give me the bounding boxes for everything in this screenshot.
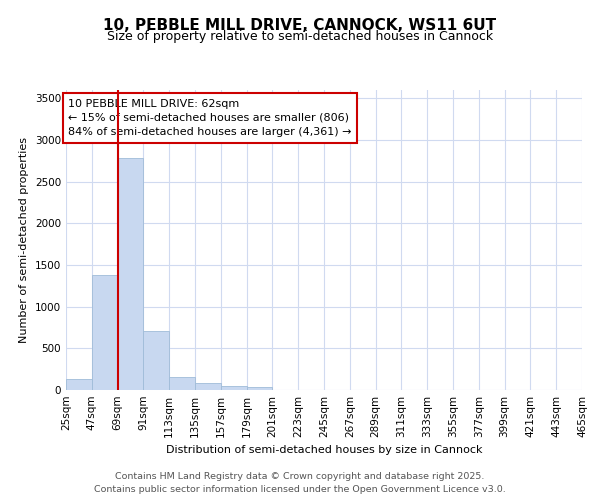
Bar xyxy=(195,383,221,390)
Bar xyxy=(118,158,143,390)
Text: 10 PEBBLE MILL DRIVE: 62sqm
← 15% of semi-detached houses are smaller (806)
84% : 10 PEBBLE MILL DRIVE: 62sqm ← 15% of sem… xyxy=(68,99,352,137)
Bar xyxy=(66,379,92,390)
Text: Size of property relative to semi-detached houses in Cannock: Size of property relative to semi-detach… xyxy=(107,30,493,43)
Bar xyxy=(169,377,195,390)
Y-axis label: Number of semi-detached properties: Number of semi-detached properties xyxy=(19,137,29,343)
Text: Contains public sector information licensed under the Open Government Licence v3: Contains public sector information licen… xyxy=(94,484,506,494)
Bar xyxy=(221,386,247,390)
Text: 10, PEBBLE MILL DRIVE, CANNOCK, WS11 6UT: 10, PEBBLE MILL DRIVE, CANNOCK, WS11 6UT xyxy=(103,18,497,32)
Bar xyxy=(247,387,272,390)
Bar xyxy=(92,275,118,390)
Bar xyxy=(143,331,169,390)
X-axis label: Distribution of semi-detached houses by size in Cannock: Distribution of semi-detached houses by … xyxy=(166,446,482,456)
Text: Contains HM Land Registry data © Crown copyright and database right 2025.: Contains HM Land Registry data © Crown c… xyxy=(115,472,485,481)
